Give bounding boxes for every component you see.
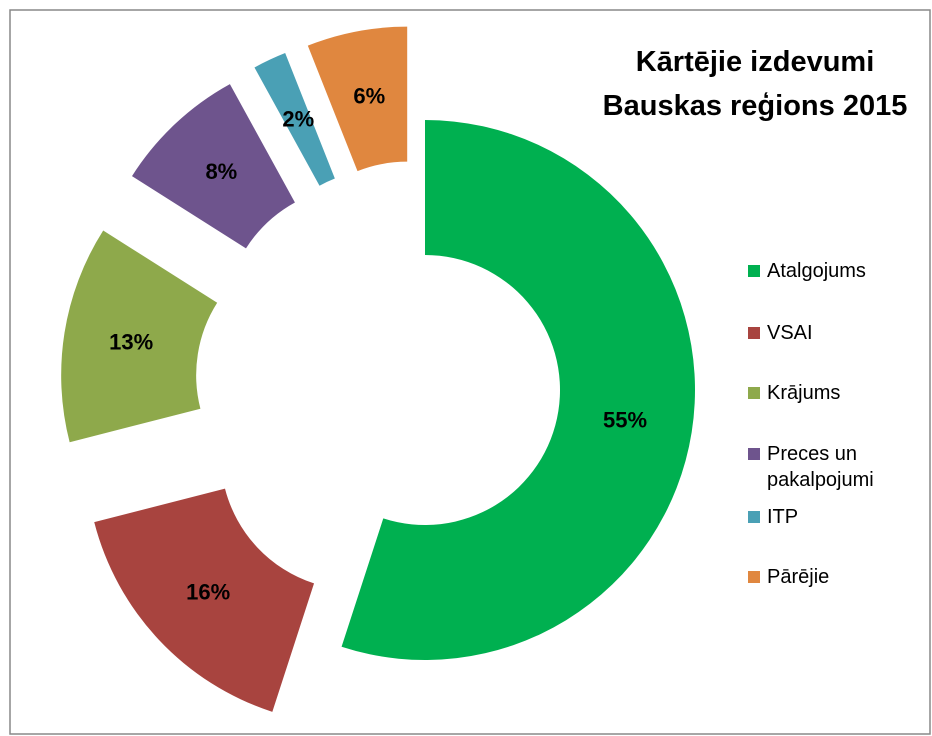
legend-label: Atalgojums [767,260,866,282]
slice [131,84,295,249]
legend-swatch [748,511,760,523]
legend-item: Preces un pakalpojumi [748,441,908,493]
legend-label: VSAI [767,322,813,344]
legend-swatch [748,448,760,460]
legend-item: Pārējie [748,564,908,590]
legend-label: ITP [767,506,799,528]
data-label: 6% [353,84,385,109]
legend-label: Preces un pakalpojumi [767,443,874,491]
legend-item: ITP [748,504,908,530]
slice [341,120,695,661]
data-label: 55% [603,407,647,432]
legend-item: Krājums [748,380,908,406]
legend-swatch [748,265,760,277]
legend-swatch [748,571,760,583]
data-label: 2% [282,107,314,132]
legend-label: Pārējie [767,566,830,588]
slice [307,26,408,172]
legend-label: Krājums [767,382,841,404]
data-label: 13% [109,329,153,354]
legend-swatch [748,387,760,399]
slice [254,53,335,186]
legend-item: VSAI [748,320,908,346]
chart-title: Kārtējie izdevumi Bauskas reģions 2015 [602,46,908,122]
data-label: 16% [186,579,230,604]
slice [94,488,315,712]
chart-border [9,9,931,735]
legend-item: Atalgojums [748,258,908,284]
legend-swatch [748,327,760,339]
slice [61,230,218,443]
data-label: 8% [205,159,237,184]
